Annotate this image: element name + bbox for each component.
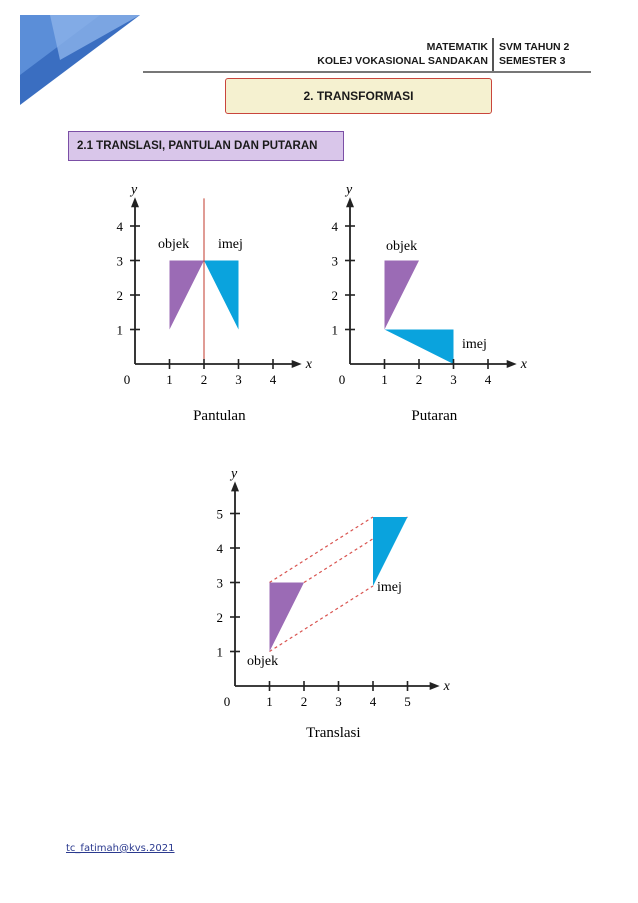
- chart-title: Translasi: [306, 725, 360, 741]
- image-shape: [373, 516, 408, 586]
- chart-putaran: x y 0 1 2 3 4 1 2 3 4 objek imej Putaran: [332, 182, 528, 424]
- x-axis-label: x: [520, 357, 528, 372]
- x-tick-label: 3: [450, 372, 457, 387]
- origin-label: 0: [124, 372, 131, 387]
- y-tick-label: 5: [217, 507, 224, 522]
- y-axis-arrow: [346, 197, 354, 208]
- image-shape: [204, 260, 239, 330]
- x-tick-label: 2: [416, 372, 423, 387]
- header-rule: [143, 71, 591, 73]
- header-level: SVM TAHUN 2: [499, 41, 570, 53]
- x-axis-label: x: [305, 357, 313, 372]
- object-label: objek: [158, 237, 189, 252]
- origin-label: 0: [224, 694, 231, 709]
- image-label: imej: [218, 237, 243, 252]
- y-tick-label: 3: [217, 576, 224, 591]
- chart-title: Pantulan: [193, 408, 246, 424]
- object-label: objek: [386, 239, 417, 254]
- section-title: 2.1 TRANSLASI, PANTULAN DAN PUTARAN: [77, 140, 318, 152]
- y-axis-label: y: [129, 182, 138, 197]
- x-tick-label: 1: [266, 694, 273, 709]
- y-tick-label: 3: [117, 254, 124, 269]
- header-semester: SEMESTER 3: [499, 55, 566, 67]
- section-header: 2.1 TRANSLASI, PANTULAN DAN PUTARAN: [68, 131, 344, 161]
- x-tick-label: 4: [370, 694, 377, 709]
- image-label: imej: [462, 337, 487, 352]
- x-tick-label: 3: [235, 372, 242, 387]
- x-axis-arrow: [506, 360, 517, 368]
- image-shape: [384, 329, 454, 364]
- y-tick-label: 2: [117, 288, 124, 303]
- x-tick-label: 1: [166, 372, 173, 387]
- x-tick-label: 4: [485, 372, 492, 387]
- header-left: MATEMATIK KOLEJ VOKASIONAL SANDAKAN: [290, 40, 488, 68]
- object-label: objek: [247, 654, 278, 669]
- y-tick-label: 2: [217, 610, 224, 625]
- object-shape: [384, 260, 419, 330]
- translation-path: [269, 585, 374, 653]
- object-shape: [269, 582, 304, 652]
- chart-translasi: x y 0 1 2 3 4 5 1 2 3 4 5 objek imej Translasi: [217, 466, 451, 741]
- chart-title: Putaran: [411, 408, 457, 424]
- chart-pantulan: x y 0 1 2 3 4 1 2 3 4 objek imej Pantulan: [117, 182, 313, 424]
- footer-email: tc_fatimah@kvs.2021: [66, 843, 175, 854]
- y-tick-label: 1: [332, 323, 339, 338]
- x-tick-label: 2: [201, 372, 208, 387]
- header-separator: [492, 38, 494, 72]
- y-axis-label: y: [229, 466, 238, 481]
- x-axis-label: x: [443, 679, 451, 694]
- y-tick-label: 4: [117, 219, 124, 234]
- y-tick-label: 4: [217, 541, 224, 556]
- y-tick-label: 1: [217, 645, 224, 660]
- y-tick-label: 3: [332, 254, 339, 269]
- y-axis-label: y: [344, 182, 353, 197]
- y-axis-arrow: [231, 481, 239, 492]
- x-tick-label: 2: [301, 694, 308, 709]
- x-tick-label: 5: [404, 694, 411, 709]
- chapter-title: 2. TRANSFORMASI: [303, 89, 414, 103]
- header-right: SVM TAHUN 2 SEMESTER 3: [499, 40, 609, 68]
- x-axis-arrow: [429, 682, 440, 690]
- origin-label: 0: [339, 372, 346, 387]
- x-tick-label: 3: [335, 694, 342, 709]
- image-label: imej: [377, 580, 402, 595]
- object-shape: [169, 260, 204, 330]
- y-tick-label: 4: [332, 219, 339, 234]
- chapter-banner: 2. TRANSFORMASI: [225, 78, 492, 114]
- y-tick-label: 1: [117, 323, 124, 338]
- y-tick-label: 2: [332, 288, 339, 303]
- x-tick-label: 4: [270, 372, 277, 387]
- translation-path: [269, 516, 374, 584]
- x-tick-label: 1: [381, 372, 388, 387]
- x-axis-arrow: [291, 360, 302, 368]
- header-college: KOLEJ VOKASIONAL SANDAKAN: [317, 55, 488, 67]
- header-subject: MATEMATIK: [426, 41, 488, 53]
- y-axis-arrow: [131, 197, 139, 208]
- corner-decoration: [20, 15, 140, 105]
